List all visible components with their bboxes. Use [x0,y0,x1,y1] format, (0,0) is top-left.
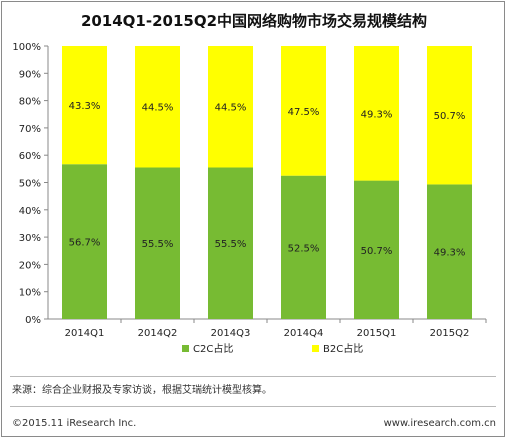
source-note: 来源：综合企业财报及专家访谈，根据艾瑞统计模型核算。 [12,385,272,396]
y-tick-label: 50% [19,179,41,190]
x-tick-label: 2014Q1 [65,328,105,339]
data-label: 50.7% [361,246,393,257]
legend-label: C2C占比 [193,342,233,355]
y-tick-label: 30% [19,233,41,244]
x-tick-label: 2014Q4 [284,328,324,339]
x-tick-label: 2015Q1 [357,328,397,339]
y-tick-label: 70% [19,124,41,135]
data-label: 56.7% [69,238,101,249]
bar-segment-c2c [208,167,253,319]
y-axis-ticks: 0% 10% 20% 30% 40% 50% 60% 70% 80% 90% 100% [12,42,48,326]
y-tick-label: 0% [25,315,41,326]
bar-segment-c2c [281,175,326,319]
bar-segment-c2c [354,180,399,319]
data-label: 50.7% [434,111,466,122]
y-tick-label: 20% [19,260,41,271]
footer-divider [10,406,496,407]
bar-segment-b2c [281,46,326,176]
data-label: 49.3% [434,248,466,259]
x-axis-ticks: 2014Q1 2014Q2 2014Q3 2014Q4 2015Q1 2015Q2 [65,319,487,339]
data-label: 44.5% [142,103,174,114]
data-label: 55.5% [142,239,174,250]
bar-segment-b2c [62,46,107,165]
x-tick-label: 2014Q3 [211,328,251,339]
bar-segment-b2c [208,46,253,168]
data-label: 47.5% [288,107,320,118]
bar-segment-b2c [427,46,472,185]
bar-segment-c2c [62,164,107,319]
bar-segment-c2c [427,184,472,319]
data-label: 43.3% [69,101,101,112]
bar-segment-c2c [135,167,180,319]
website-text: www.iresearch.com.cn [383,418,496,429]
bar-segment-b2c [354,46,399,181]
copyright-text: ©2015.11 iResearch Inc. [12,418,137,429]
chart-title: 2014Q1-2015Q2中国网络购物市场交易规模结构 [80,12,428,30]
x-tick-label: 2015Q2 [430,328,470,339]
legend-label: B2C占比 [323,342,363,355]
x-tick-label: 2014Q2 [138,328,178,339]
legend-swatch [312,345,319,352]
data-label: 55.5% [215,239,247,250]
y-tick-label: 80% [19,97,41,108]
bars-layer: 56.7% 43.3% 55.5% 44.5% 55.5% 44.5% 52.5% 47.5%… [62,46,472,319]
source-divider [10,376,496,377]
y-tick-label: 10% [19,288,41,299]
y-tick-label: 90% [19,69,41,80]
bar-segment-b2c [135,46,180,168]
y-tick-label: 40% [19,206,41,217]
legend-swatch [182,345,189,352]
data-label: 52.5% [288,243,320,254]
plot-area [47,46,486,320]
y-tick-label: 100% [12,42,41,53]
y-tick-label: 60% [19,151,41,162]
data-label: 49.3% [361,109,393,120]
data-label: 44.5% [215,103,247,114]
legend: C2C占比 B2C占比 [182,342,363,355]
